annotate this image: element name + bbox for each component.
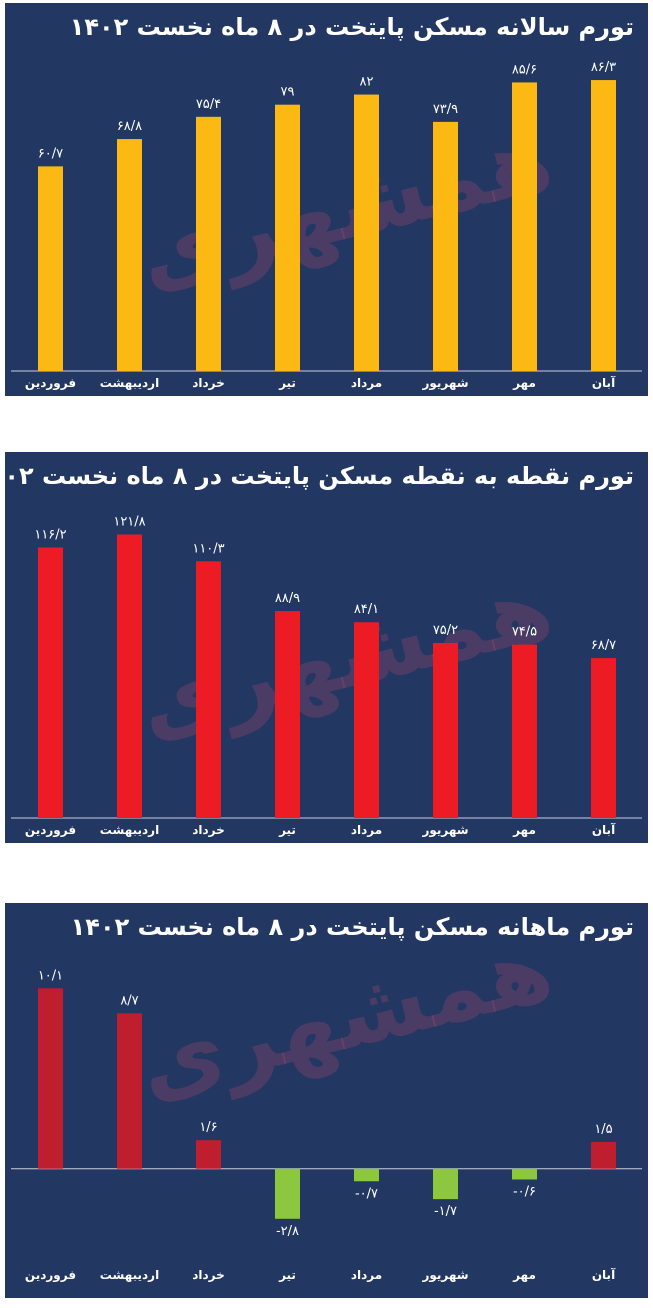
monthly-inflation-plot: ۱۰/۱ فروردین ۸/۷ اردیبهشت ۱/۶ خرداد -۲/۸ تیر -۰/… (11, 968, 642, 1283)
data-label-3: ۱۱۰/۳ (192, 541, 224, 556)
monthly-inflation-chart: همشهری تورم ماهانه مسکن پایتخت در ۸ ماه … (5, 903, 648, 1298)
category-label-5: مرداد (351, 823, 382, 837)
category-label-5: مرداد (351, 1268, 382, 1282)
data-label-5: -۰/۷ (355, 1186, 378, 1201)
category-label-3: خرداد (192, 1268, 225, 1282)
bar-6 (433, 1168, 458, 1200)
data-label-3: ۷۵/۴ (196, 97, 221, 112)
bar-3 (196, 1140, 221, 1169)
bar-7 (512, 644, 537, 818)
bar-2 (117, 139, 142, 371)
data-label-1: ۶۰/۷ (38, 146, 63, 161)
category-label-2: اردیبهشت (100, 1268, 159, 1282)
category-label-3: خرداد (192, 376, 225, 390)
bar-1 (38, 547, 63, 818)
category-label-1: فروردین (25, 376, 76, 391)
category-label-2: اردیبهشت (100, 376, 159, 390)
category-label-6: شهریور (421, 823, 468, 838)
point-to-point-inflation-plot: ۱۱۶/۲ فروردین ۱۲۱/۸ اردیبهشت ۱۱۰/۳ خرداد ۸۸/۹ ت… (11, 514, 642, 838)
bar-7 (512, 82, 537, 371)
yearly-inflation-chart: همشهری تورم سالانه مسکن پایتخت در ۸ ماه … (5, 3, 648, 396)
category-label-7: مهر (512, 823, 536, 837)
data-label-7: ۸۵/۶ (512, 62, 537, 77)
category-label-2: اردیبهشت (100, 823, 159, 837)
data-label-2: ۱۲۱/۸ (113, 514, 145, 529)
category-label-6: شهریور (421, 376, 468, 391)
point-to-point-inflation-chart: همشهری تورم نقطه به نقطه مسکن پایتخت در … (5, 452, 648, 843)
bar-4 (275, 104, 300, 371)
category-label-7: مهر (512, 1268, 536, 1282)
bar-2 (117, 534, 142, 818)
category-label-5: مرداد (351, 376, 382, 390)
bar-2 (117, 1013, 142, 1169)
category-label-4: تیر (278, 376, 296, 390)
data-label-4: ۷۹ (281, 85, 295, 100)
category-label-1: فروردین (25, 823, 76, 838)
data-label-6: ۷۳/۹ (433, 102, 458, 117)
bar-7 (512, 1168, 537, 1180)
category-label-8: آبان (592, 375, 616, 390)
bar-5 (354, 1168, 379, 1182)
category-label-4: تیر (278, 823, 296, 837)
bar-4 (275, 611, 300, 818)
data-label-6: -۱/۷ (434, 1204, 457, 1219)
bar-6 (433, 121, 458, 372)
bar-3 (196, 116, 221, 371)
bar-3 (196, 561, 221, 818)
category-label-3: خرداد (192, 823, 225, 837)
data-label-2: ۶۸/۸ (117, 119, 142, 134)
category-label-7: مهر (512, 376, 536, 390)
data-label-7: -۰/۶ (513, 1184, 536, 1199)
data-label-5: ۸۲ (360, 75, 374, 90)
bar-6 (433, 642, 458, 818)
chart-title: تورم ماهانه مسکن پایتخت در ۸ ماه نخست ۱۴… (70, 913, 634, 941)
bar-4 (275, 1168, 300, 1219)
bar-5 (354, 622, 379, 818)
category-label-8: آبان (592, 1267, 616, 1282)
category-label-8: آبان (592, 822, 616, 837)
data-label-2: ۸/۷ (120, 993, 138, 1008)
bar-1 (38, 988, 63, 1169)
bar-5 (354, 94, 379, 372)
category-label-6: شهریور (421, 1268, 468, 1283)
chart-title: تورم نقطه به نقطه مسکن پایتخت در ۸ ماه ن… (5, 462, 634, 490)
data-label-6: ۷۵/۲ (433, 623, 458, 638)
data-label-3: ۱/۶ (199, 1120, 217, 1135)
yearly-inflation-plot: ۶۰/۷ فروردین ۶۸/۸ اردیبهشت ۷۵/۴ خرداد ۷۹ تیر ۸۲ م… (11, 60, 642, 391)
category-label-4: تیر (278, 1268, 296, 1282)
bar-8 (591, 80, 616, 371)
data-label-8: ۶۸/۷ (591, 638, 616, 653)
data-label-4: -۲/۸ (276, 1224, 299, 1239)
category-label-1: فروردین (25, 1268, 76, 1283)
data-label-8: ۱/۵ (594, 1122, 612, 1137)
data-label-1: ۱۰/۱ (38, 968, 63, 983)
bar-8 (591, 658, 616, 818)
data-label-4: ۸۸/۹ (275, 591, 300, 606)
data-label-7: ۷۴/۵ (512, 625, 537, 640)
chart-title: تورم سالانه مسکن پایتخت در ۸ ماه نخست ۱۴… (69, 13, 634, 41)
data-label-5: ۸۴/۱ (354, 602, 379, 617)
data-label-8: ۸۶/۳ (591, 60, 616, 75)
bar-8 (591, 1141, 616, 1169)
bar-1 (38, 166, 63, 371)
data-label-1: ۱۱۶/۲ (34, 528, 66, 543)
